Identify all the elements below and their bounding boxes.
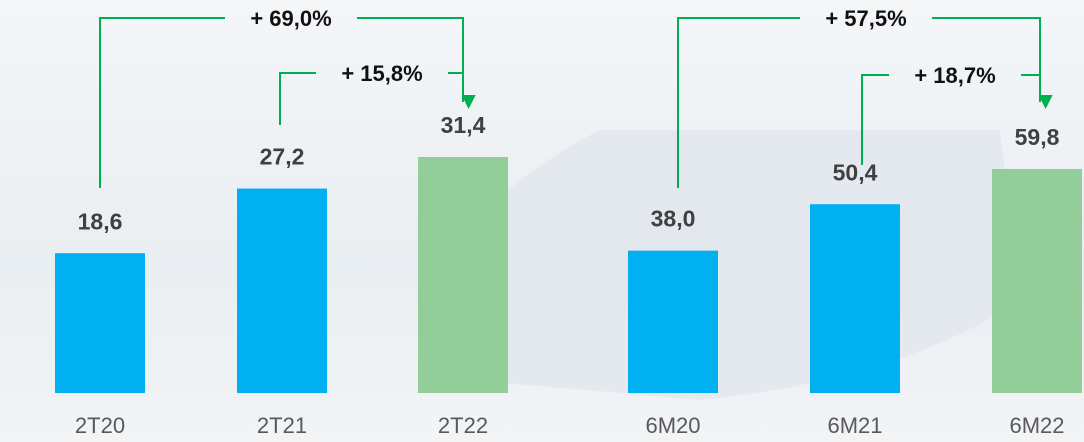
value-label: 59,8 — [1015, 124, 1060, 150]
category-label: 6M22 — [1009, 413, 1064, 438]
bar — [418, 157, 508, 393]
growth-connector — [448, 72, 464, 102]
value-label: 31,4 — [441, 112, 486, 138]
bar — [55, 253, 145, 393]
growth-connector — [99, 17, 225, 188]
category-label: 2T22 — [438, 413, 488, 438]
value-label: 27,2 — [260, 144, 305, 170]
bar — [628, 250, 718, 393]
value-label: 38,0 — [651, 206, 696, 232]
bar — [992, 169, 1082, 393]
category-label: 6M21 — [827, 413, 882, 438]
growth-connector — [677, 17, 800, 188]
bar — [237, 188, 327, 393]
growth-label: + 69,0% — [250, 6, 331, 31]
growth-connector — [279, 72, 316, 125]
category-label: 2T21 — [257, 413, 307, 438]
category-label: 2T20 — [75, 413, 125, 438]
value-label: 50,4 — [833, 159, 878, 185]
growth-connector — [861, 74, 889, 165]
bar — [810, 204, 900, 393]
growth-connector — [1021, 74, 1041, 102]
growth-label: + 18,7% — [914, 63, 995, 88]
category-label: 6M20 — [645, 413, 700, 438]
growth-label: + 57,5% — [825, 6, 906, 31]
growth-label: + 15,8% — [341, 61, 422, 86]
value-label: 18,6 — [78, 208, 123, 234]
